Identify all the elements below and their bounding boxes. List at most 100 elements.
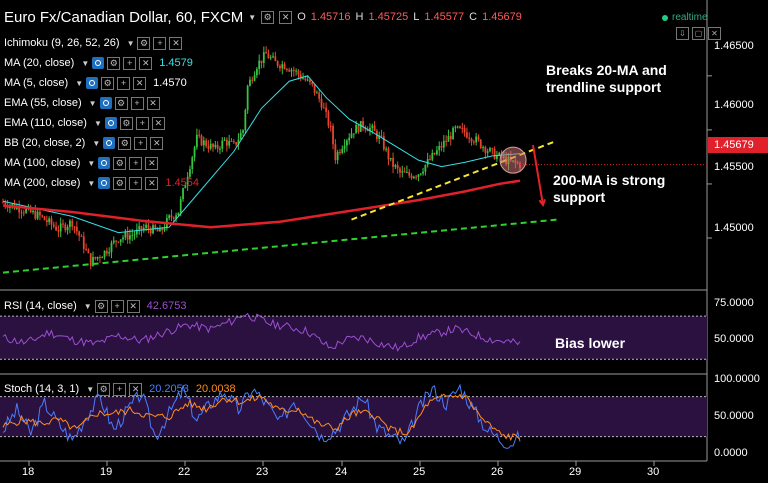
indicator-dropdown-icon[interactable]: ▼ bbox=[126, 38, 135, 48]
indicator-label[interactable]: MA (200, close) bbox=[4, 177, 81, 189]
candle-body bbox=[4, 202, 7, 206]
restore-icon[interactable]: ▢ bbox=[692, 27, 705, 40]
candle-body bbox=[401, 171, 404, 173]
candle-body bbox=[461, 128, 464, 130]
stoch-close-icon[interactable]: ✕ bbox=[129, 382, 143, 396]
candle-body bbox=[489, 148, 491, 152]
indicator-close-icon[interactable]: ✕ bbox=[133, 76, 147, 90]
indicator-dropdown-icon[interactable]: ▼ bbox=[81, 58, 90, 68]
close-icon[interactable]: ✕ bbox=[279, 10, 293, 24]
candle-body bbox=[235, 142, 238, 145]
candle-body bbox=[486, 151, 489, 153]
candle-body bbox=[392, 157, 394, 167]
candle-body bbox=[389, 157, 392, 160]
indicator-label[interactable]: MA (100, close) bbox=[4, 157, 81, 169]
indicator-dropdown-icon[interactable]: ▼ bbox=[87, 178, 96, 188]
candle-body bbox=[41, 215, 44, 217]
symbol-title[interactable]: Euro Fx/Canadian Dollar, 60, FXCM bbox=[4, 8, 244, 26]
symbol-dropdown-icon[interactable]: ▼ bbox=[248, 12, 257, 22]
stoch-settings-icon[interactable]: ⚙ bbox=[97, 382, 111, 396]
candle-body bbox=[105, 250, 108, 254]
indicator-settings-icon[interactable]: ⚙ bbox=[118, 136, 132, 150]
rsi-add-icon[interactable]: + bbox=[110, 299, 124, 313]
candle-body bbox=[394, 165, 397, 167]
indicator-label[interactable]: Ichimoku (9, 26, 52, 26) bbox=[4, 37, 120, 49]
stoch-label[interactable]: Stoch (14, 3, 1) bbox=[4, 383, 80, 395]
indicator-dropdown-icon[interactable]: ▼ bbox=[88, 98, 97, 108]
indicator-label[interactable]: BB (20, close, 2) bbox=[4, 137, 86, 149]
visibility-icon[interactable] bbox=[98, 177, 111, 189]
candle-body bbox=[378, 135, 381, 139]
candle-body bbox=[309, 79, 311, 83]
candle-body bbox=[343, 145, 346, 149]
indicator-label[interactable]: MA (20, close) bbox=[4, 57, 75, 69]
indicator-close-icon[interactable]: ✕ bbox=[150, 136, 164, 150]
indicator-close-icon[interactable]: ✕ bbox=[145, 176, 159, 190]
close-window-icon[interactable]: ✕ bbox=[708, 27, 721, 40]
candle-body bbox=[290, 69, 293, 72]
candle-body bbox=[454, 127, 457, 129]
visibility-icon[interactable] bbox=[103, 137, 116, 149]
indicator-dropdown-icon[interactable]: ▼ bbox=[87, 158, 96, 168]
indicator-close-icon[interactable]: ✕ bbox=[145, 156, 159, 170]
visibility-icon[interactable] bbox=[92, 57, 105, 69]
indicator-close-icon[interactable]: ✕ bbox=[169, 36, 183, 50]
visibility-icon[interactable] bbox=[86, 77, 99, 89]
candle-body bbox=[329, 125, 332, 127]
indicator-dropdown-icon[interactable]: ▼ bbox=[92, 138, 101, 148]
x-tick-22: 22 bbox=[178, 466, 191, 478]
candle-body bbox=[415, 176, 418, 178]
candle-body bbox=[373, 125, 376, 131]
ma200-line bbox=[2, 179, 521, 229]
candle-body bbox=[207, 146, 210, 149]
rsi-settings-icon[interactable]: ⚙ bbox=[94, 299, 108, 313]
indicator-add-icon[interactable]: + bbox=[123, 56, 137, 70]
indicator-settings-icon[interactable]: ⚙ bbox=[107, 56, 121, 70]
rsi-dropdown-icon[interactable]: ▼ bbox=[83, 301, 92, 311]
stoch-dropdown-icon[interactable]: ▼ bbox=[86, 384, 95, 394]
visibility-icon[interactable] bbox=[104, 117, 117, 129]
indicator-label[interactable]: MA (5, close) bbox=[4, 77, 69, 89]
indicator-settings-icon[interactable]: ⚙ bbox=[119, 116, 133, 130]
stoch-add-icon[interactable]: + bbox=[113, 382, 127, 396]
indicator-add-icon[interactable]: + bbox=[135, 116, 149, 130]
indicator-add-icon[interactable]: + bbox=[130, 96, 144, 110]
indicator-settings-icon[interactable]: ⚙ bbox=[114, 96, 128, 110]
indicator-close-icon[interactable]: ✕ bbox=[146, 96, 160, 110]
indicator-close-icon[interactable]: ✕ bbox=[151, 116, 165, 130]
rsi-label[interactable]: RSI (14, close) bbox=[4, 300, 77, 312]
candle-body bbox=[279, 65, 281, 69]
candle-body bbox=[350, 133, 353, 138]
candle-body bbox=[246, 85, 249, 111]
indicator-add-icon[interactable]: + bbox=[129, 156, 143, 170]
indicator-add-icon[interactable]: + bbox=[134, 136, 148, 150]
settings-icon[interactable]: ⚙ bbox=[261, 10, 275, 24]
minimize-icon[interactable]: ⇩ bbox=[676, 27, 689, 40]
candle-body bbox=[89, 253, 92, 266]
indicator-add-icon[interactable]: + bbox=[153, 36, 167, 50]
candle-body bbox=[348, 137, 351, 141]
visibility-icon[interactable] bbox=[98, 157, 111, 169]
indicator-settings-icon[interactable]: ⚙ bbox=[113, 176, 127, 190]
indicator-add-icon[interactable]: + bbox=[117, 76, 131, 90]
low-label: L bbox=[413, 11, 420, 23]
indicator-dropdown-icon[interactable]: ▼ bbox=[75, 78, 84, 88]
candle-body bbox=[159, 228, 161, 232]
stoch-k-value: 20.2053 bbox=[149, 383, 189, 395]
indicator-row: EMA (110, close) ▼ ⚙ + ✕ bbox=[4, 115, 172, 131]
indicator-settings-icon[interactable]: ⚙ bbox=[113, 156, 127, 170]
breakdown-highlight-circle bbox=[499, 146, 527, 174]
candle-body bbox=[99, 257, 101, 259]
candle-body bbox=[302, 78, 304, 80]
visibility-icon[interactable] bbox=[99, 97, 112, 109]
indicator-close-icon[interactable]: ✕ bbox=[139, 56, 153, 70]
candle-body bbox=[32, 210, 34, 213]
indicator-add-icon[interactable]: + bbox=[129, 176, 143, 190]
indicator-label[interactable]: EMA (110, close) bbox=[4, 117, 87, 129]
indicator-settings-icon[interactable]: ⚙ bbox=[137, 36, 151, 50]
indicator-settings-icon[interactable]: ⚙ bbox=[101, 76, 115, 90]
rsi-close-icon[interactable]: ✕ bbox=[126, 299, 140, 313]
indicator-label[interactable]: EMA (55, close) bbox=[4, 97, 82, 109]
indicator-dropdown-icon[interactable]: ▼ bbox=[93, 118, 102, 128]
